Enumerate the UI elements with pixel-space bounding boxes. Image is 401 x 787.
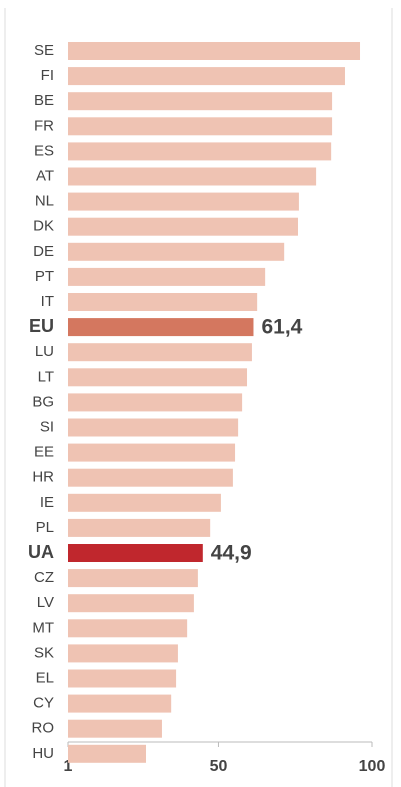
y-tick-label: SE bbox=[34, 42, 54, 59]
value-label: 44,9 bbox=[211, 542, 252, 565]
bar bbox=[68, 619, 188, 638]
bar bbox=[68, 192, 299, 211]
bar bbox=[68, 594, 194, 613]
y-tick-label: HU bbox=[32, 745, 54, 762]
y-tick-label: LT bbox=[38, 368, 54, 385]
y-tick-label: EE bbox=[34, 444, 54, 461]
y-tick-label: CZ bbox=[34, 569, 54, 586]
y-tick-label: BE bbox=[34, 92, 54, 109]
y-tick-label: DK bbox=[33, 218, 54, 235]
y-tick-label: IE bbox=[40, 494, 54, 511]
y-tick-label: PT bbox=[35, 268, 54, 285]
y-tick-label: AT bbox=[36, 167, 54, 184]
bar bbox=[68, 42, 361, 60]
y-tick-label: EL bbox=[36, 669, 54, 686]
bar bbox=[68, 644, 178, 663]
y-tick-label: LU bbox=[35, 343, 54, 360]
bar bbox=[68, 443, 236, 462]
bar bbox=[68, 418, 239, 437]
bar bbox=[68, 293, 258, 311]
bar bbox=[68, 468, 233, 487]
bar bbox=[68, 318, 254, 337]
bar bbox=[68, 217, 298, 236]
y-tick-label: MT bbox=[32, 619, 54, 636]
bar bbox=[68, 267, 266, 286]
y-tick-label: PL bbox=[36, 519, 54, 536]
y-tick-label: RO bbox=[32, 720, 55, 737]
x-tick-label: 1 bbox=[64, 758, 73, 775]
x-tick-label: 100 bbox=[359, 758, 386, 775]
y-tick-label: UA bbox=[28, 542, 54, 562]
y-tick-label: CY bbox=[33, 695, 54, 712]
x-tick-label: 50 bbox=[210, 758, 228, 775]
bar bbox=[68, 368, 248, 387]
bar bbox=[68, 694, 172, 713]
bar bbox=[68, 142, 332, 161]
y-tick-label: LV bbox=[37, 594, 54, 611]
bar bbox=[68, 719, 162, 738]
bar bbox=[68, 669, 177, 688]
bar bbox=[68, 518, 211, 537]
y-tick-label: IT bbox=[41, 293, 54, 310]
y-tick-label: DE bbox=[33, 243, 54, 260]
y-tick-label: ES bbox=[34, 142, 54, 159]
y-tick-label: EU bbox=[29, 316, 54, 336]
bar bbox=[68, 569, 198, 588]
bar bbox=[68, 493, 221, 512]
y-tick-label: FI bbox=[41, 67, 54, 84]
bar bbox=[68, 343, 252, 362]
y-tick-label: SK bbox=[34, 644, 54, 661]
bar bbox=[68, 67, 345, 86]
value-label: 61,4 bbox=[261, 316, 302, 339]
y-tick-label: FR bbox=[34, 117, 54, 134]
bar bbox=[68, 544, 203, 562]
bar bbox=[68, 242, 285, 261]
bar bbox=[68, 744, 146, 763]
y-tick-label: NL bbox=[35, 193, 54, 210]
bar bbox=[68, 167, 317, 186]
bar bbox=[68, 92, 333, 111]
y-tick-label: HR bbox=[32, 469, 54, 486]
bar bbox=[68, 393, 243, 412]
y-tick-label: BG bbox=[32, 393, 54, 410]
bar bbox=[68, 117, 333, 136]
y-tick-label: SI bbox=[40, 418, 54, 435]
